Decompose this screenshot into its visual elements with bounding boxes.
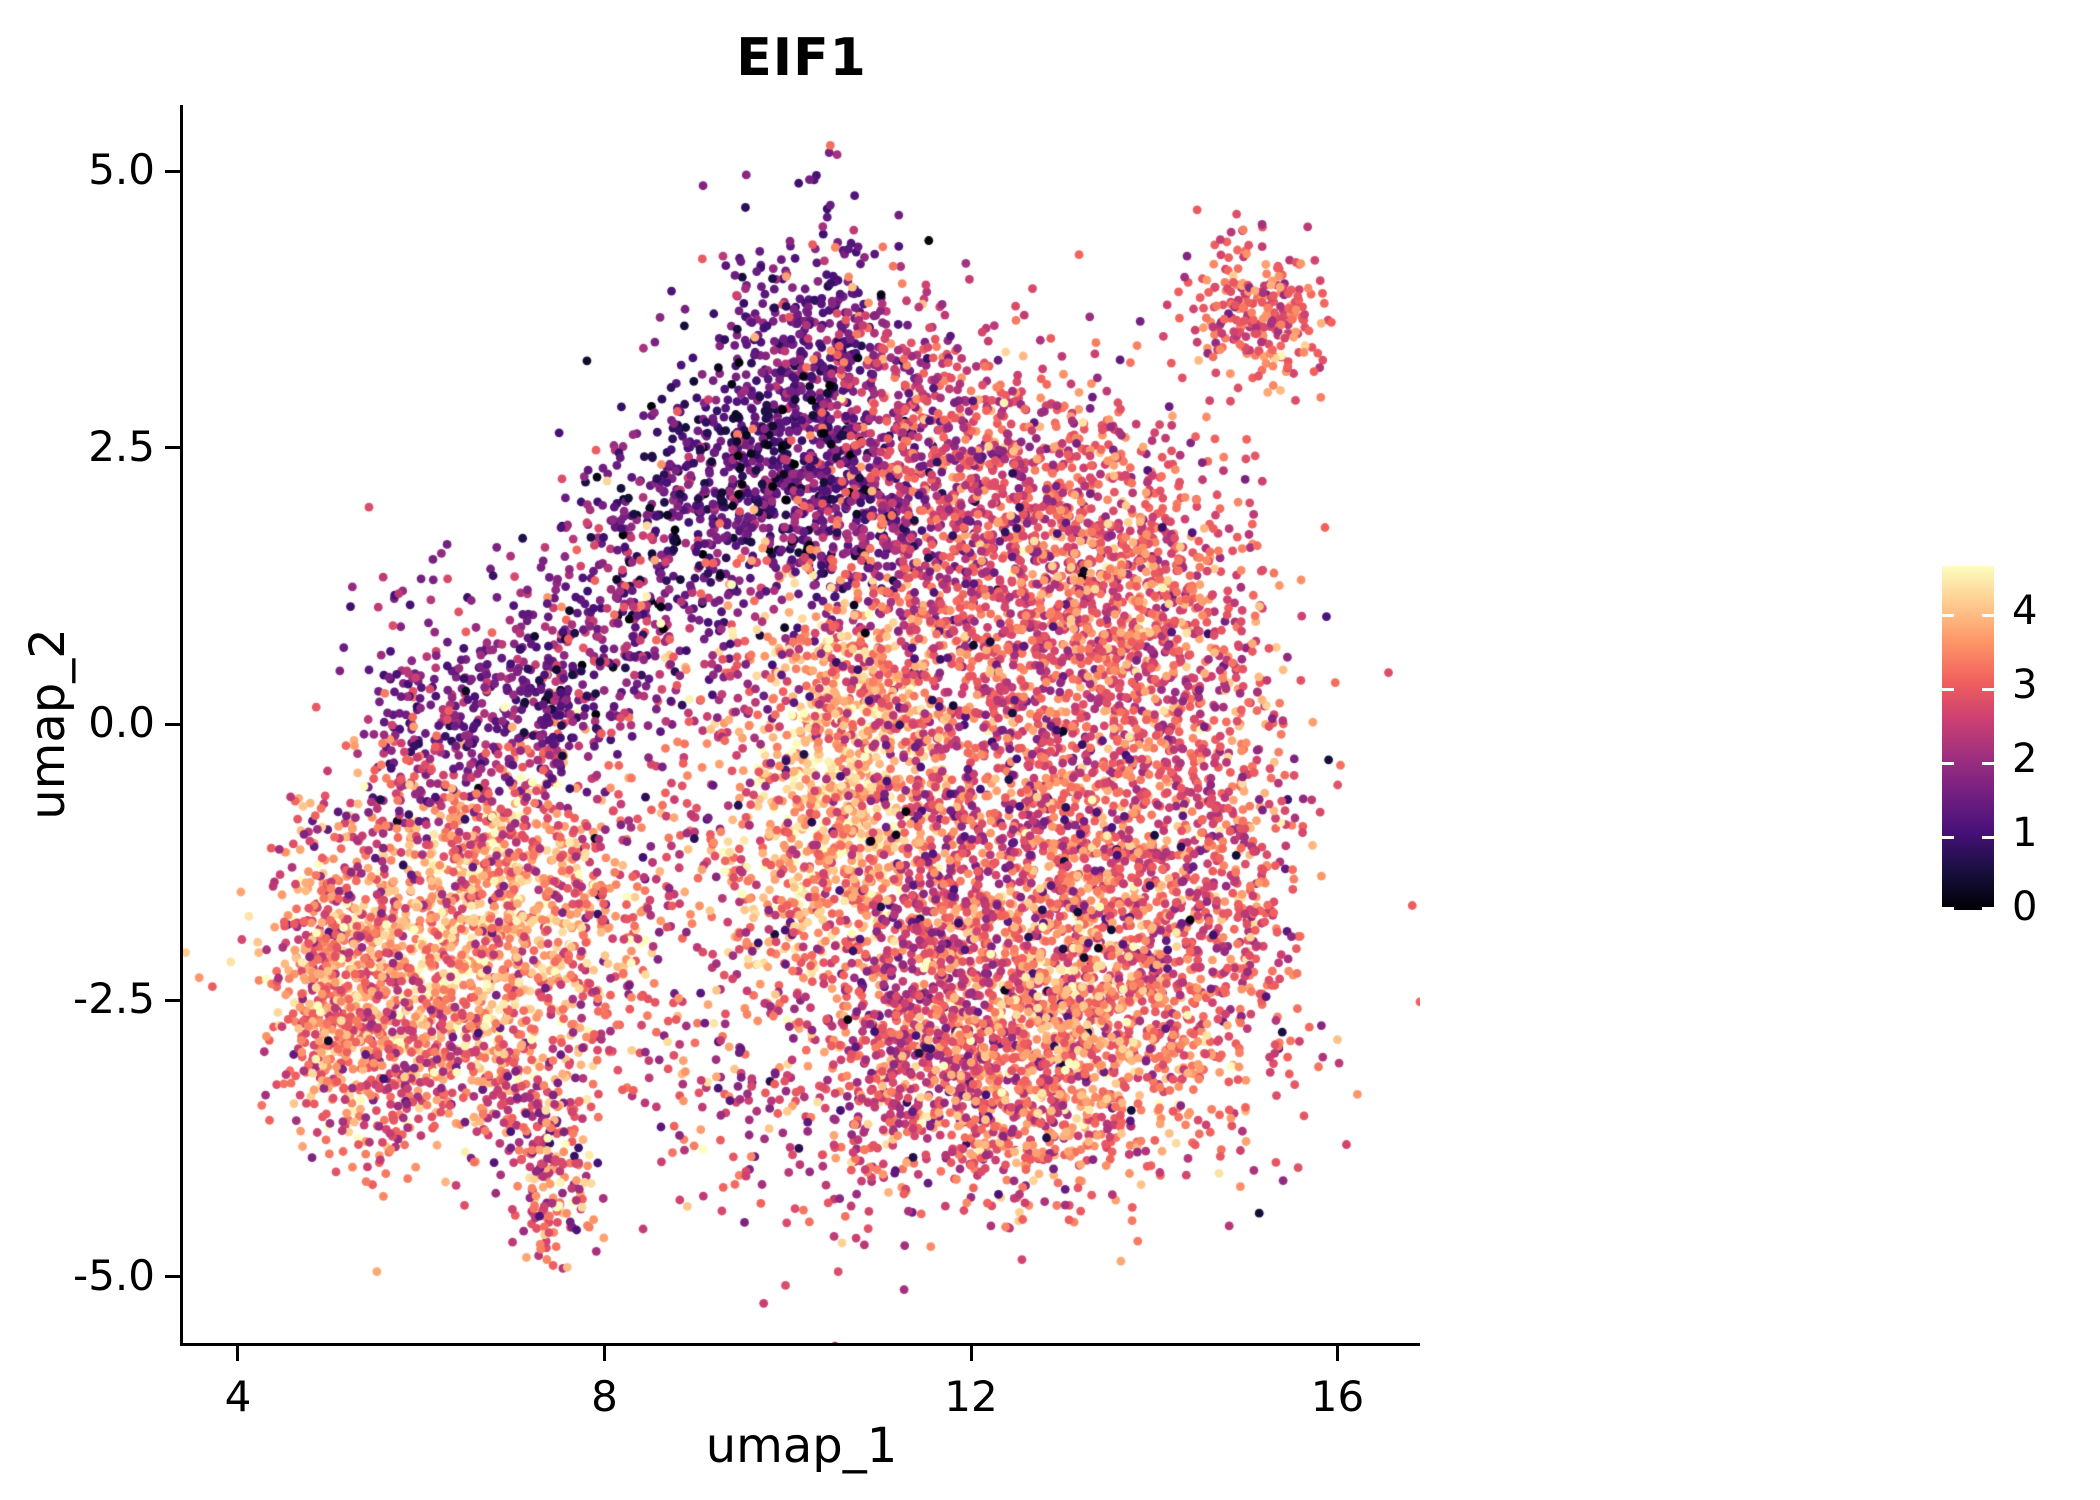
y-tick-mark: [165, 446, 180, 450]
y-tick-mark: [165, 169, 180, 173]
y-tick-mark: [165, 1275, 180, 1279]
y-tick-mark: [165, 722, 180, 726]
x-tick-mark: [969, 1346, 973, 1361]
colorbar-tick-mark: [1982, 762, 1994, 766]
x-tick-label: 4: [224, 1372, 252, 1421]
colorbar-tick-label: 0: [2012, 884, 2038, 930]
x-tick-label: 12: [944, 1372, 998, 1421]
colorbar-tick-label: 2: [2012, 736, 2038, 783]
x-axis-title: umap_1: [705, 1418, 898, 1474]
y-tick-mark: [165, 998, 180, 1002]
colorbar-tick-mark: [1982, 836, 1994, 840]
x-tick-label: 16: [1310, 1372, 1365, 1421]
x-tick-mark: [1336, 1346, 1340, 1361]
colorbar-tick-mark: [1982, 907, 1994, 910]
colorbar-tick-mark: [1942, 907, 1954, 910]
colorbar-tick-mark: [1942, 614, 1954, 618]
colorbar-tick-mark: [1982, 688, 1994, 692]
chart-title: EIF1: [736, 28, 867, 88]
y-tick-label: -2.5: [73, 974, 155, 1024]
colorbar-tick-mark: [1942, 836, 1954, 840]
x-tick-mark: [602, 1346, 606, 1361]
x-tick-mark: [236, 1346, 240, 1361]
y-tick-label: 0.0: [88, 698, 155, 747]
colorbar-tick-mark: [1982, 614, 1994, 618]
y-tick-label: -5.0: [73, 1250, 155, 1300]
expression-colorbar: [1942, 566, 1994, 910]
umap-scatter-canvas: [183, 105, 1420, 1343]
colorbar-tick-label: 3: [2012, 662, 2038, 709]
y-tick-label: 2.5: [88, 421, 155, 471]
colorbar-tick-label: 4: [2012, 588, 2038, 635]
y-axis-title: umap_2: [20, 628, 76, 820]
y-axis-line: [180, 105, 183, 1346]
colorbar-tick-mark: [1942, 762, 1954, 766]
x-tick-label: 8: [591, 1372, 618, 1421]
x-axis-line: [180, 1343, 1420, 1346]
y-tick-label: 5.0: [88, 145, 155, 195]
colorbar-tick-label: 1: [2012, 810, 2038, 857]
colorbar-tick-mark: [1942, 688, 1954, 692]
